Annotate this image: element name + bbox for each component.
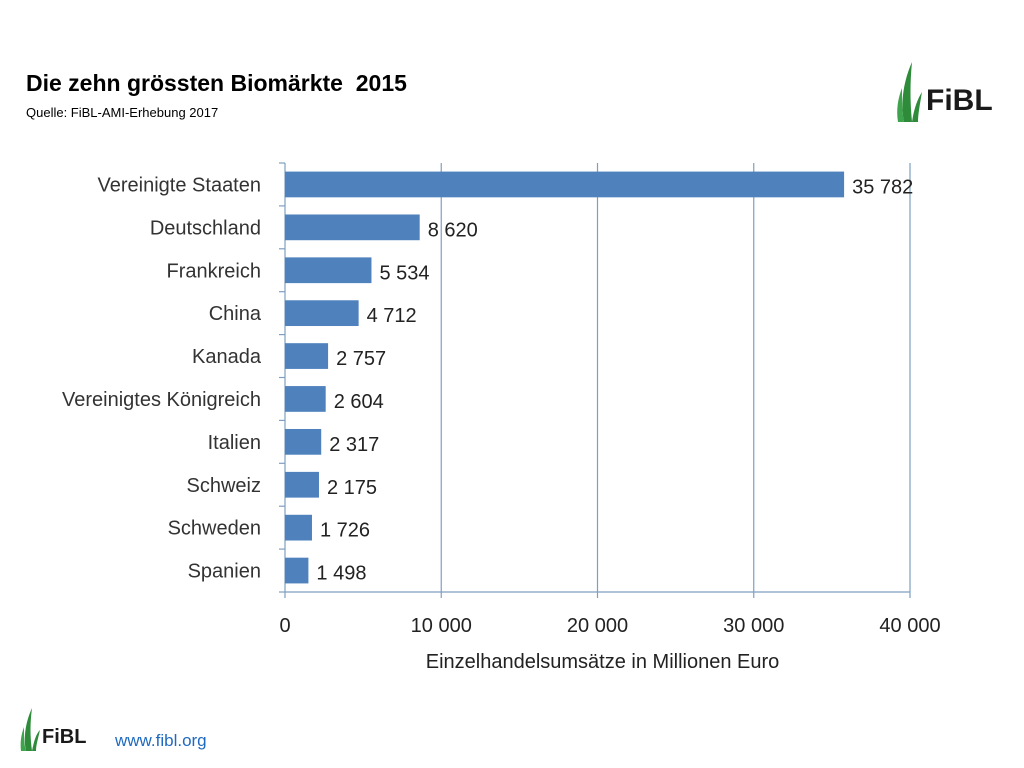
bar xyxy=(285,257,372,284)
x-tick-label: 10 000 xyxy=(411,615,472,637)
value-label: 1 498 xyxy=(316,563,366,585)
bar xyxy=(285,171,845,198)
chart-title: Die zehn grössten Biomärkte 2015 xyxy=(26,70,407,96)
value-label: 5 534 xyxy=(379,262,429,284)
category-label: Italien xyxy=(208,432,261,454)
bar xyxy=(285,514,312,541)
category-label: Deutschland xyxy=(150,217,261,239)
bar-chart: Vereinigte Staaten Deutschland Frankreich C… xyxy=(62,162,941,673)
x-tick-label: 40 000 xyxy=(879,615,940,637)
value-label: 2 317 xyxy=(329,434,379,456)
fibl-logo-bottom: FiBL xyxy=(20,708,86,751)
category-label: China xyxy=(209,303,262,325)
category-label: Schweiz xyxy=(187,475,261,497)
x-axis-title: Einzelhandelsumsätze in Millionen Euro xyxy=(426,651,780,673)
bars xyxy=(285,171,845,584)
value-label: 2 175 xyxy=(327,477,377,499)
bar xyxy=(285,428,322,455)
category-label: Spanien xyxy=(188,561,261,583)
bar xyxy=(285,386,326,412)
bar xyxy=(285,300,359,327)
bar xyxy=(285,471,319,498)
fibl-logo-top: FiBL xyxy=(897,62,993,122)
x-tick-labels: 0 10 000 20 000 30 000 40 000 xyxy=(279,615,940,637)
category-label: Kanada xyxy=(192,346,262,368)
category-label: Frankreich xyxy=(167,260,261,282)
x-tick-label: 0 xyxy=(279,615,290,637)
category-label: Vereinigte Staaten xyxy=(98,174,261,196)
bar xyxy=(285,343,329,369)
value-label: 1 726 xyxy=(320,520,370,542)
value-label: 8 620 xyxy=(428,219,478,241)
category-labels: Vereinigte Staaten Deutschland Frankreich C… xyxy=(62,174,262,582)
value-label: 2 757 xyxy=(336,348,386,370)
value-label: 35 782 xyxy=(852,176,913,198)
logo-text: FiBL xyxy=(926,84,993,117)
bar xyxy=(285,214,420,241)
bar xyxy=(285,557,309,584)
logo-text: FiBL xyxy=(42,726,86,748)
chart-source: Quelle: FiBL-AMI-Erhebung 2017 xyxy=(26,105,219,120)
x-tick-label: 30 000 xyxy=(723,615,784,637)
x-tick-label: 20 000 xyxy=(567,615,628,637)
leaf-icon xyxy=(20,708,40,751)
category-label: Vereinigtes Königreich xyxy=(62,389,261,411)
value-label: 2 604 xyxy=(334,391,384,413)
website-link[interactable]: www.fibl.org xyxy=(115,731,207,750)
value-label: 4 712 xyxy=(367,305,417,327)
leaf-icon xyxy=(897,62,922,122)
value-labels: 35 782 8 620 5 534 4 712 2 757 2 604 2 317 2 17… xyxy=(316,176,913,584)
category-label: Schweden xyxy=(168,518,261,540)
